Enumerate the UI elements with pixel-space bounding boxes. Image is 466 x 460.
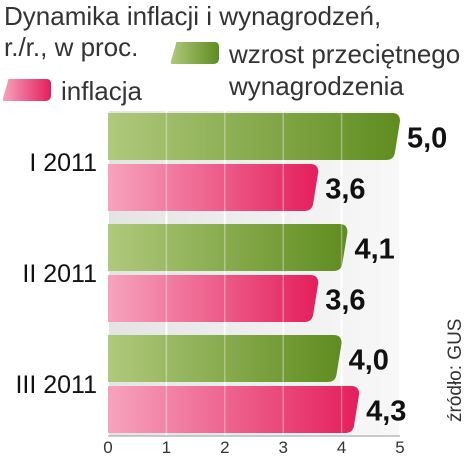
value-label-inflation-2: 3,6	[325, 285, 365, 317]
category-label-1: I 2011	[29, 149, 97, 177]
value-labels: 5,0 3,6 4,1 3,6 4,0 4,3	[325, 123, 447, 428]
legend-swatch-inflation	[2, 79, 51, 101]
x-tick-label-4: 4	[337, 438, 346, 457]
chart-title-line-2: r./r., w proc.	[4, 32, 138, 62]
x-axis-ticks: 0 1 2 3 4 5	[103, 438, 404, 457]
x-tick-label-5: 5	[395, 438, 404, 457]
value-label-wage-3: 4,0	[349, 345, 389, 377]
bar-inflation-3	[108, 386, 360, 433]
legend-label-wage-line-2: wynagrodzenia	[228, 71, 404, 101]
bar-wage-1	[108, 113, 400, 160]
value-label-wage-1: 5,0	[407, 123, 447, 155]
x-tick-label-0: 0	[103, 438, 112, 457]
bar-inflation-1	[108, 164, 319, 211]
value-label-inflation-3: 4,3	[366, 396, 406, 428]
category-label-2: II 2011	[22, 260, 97, 288]
legend-swatch-wage	[170, 42, 219, 64]
bar-wage-2	[108, 224, 348, 271]
x-tick-label-1: 1	[162, 438, 171, 457]
value-label-inflation-1: 3,6	[325, 174, 365, 206]
x-tick-label-3: 3	[278, 438, 287, 457]
legend-label-inflation: inflacja	[61, 76, 142, 106]
category-labels: I 2011 II 2011 III 2011	[15, 149, 97, 399]
bars	[108, 113, 400, 433]
x-tick-label-2: 2	[220, 438, 229, 457]
legend: wzrost przeciętnego wynagrodzenia inflac…	[2, 39, 460, 106]
category-label-3: III 2011	[15, 371, 97, 399]
value-label-wage-2: 4,1	[354, 234, 394, 266]
bar-wage-3	[108, 335, 342, 382]
chart-title-line-1: Dynamika inflacji i wynagrodzeń,	[4, 1, 381, 31]
bar-inflation-2	[108, 275, 319, 322]
legend-label-wage-line-1: wzrost przeciętnego	[228, 39, 460, 69]
source-note: źródło: GUS	[445, 319, 466, 422]
